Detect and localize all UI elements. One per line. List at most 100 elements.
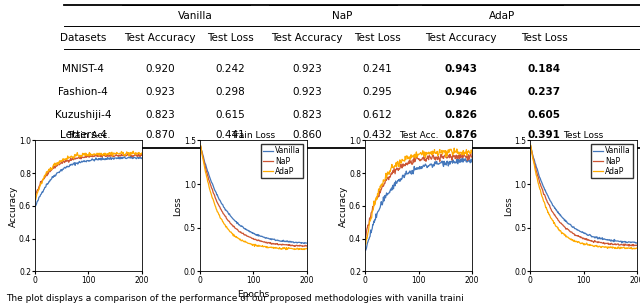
Vanilla xyxy=(527,145,534,148)
NaP xyxy=(547,206,554,210)
Text: 0.826: 0.826 xyxy=(444,110,477,120)
Vanilla xyxy=(201,162,209,165)
Text: 0.823: 0.823 xyxy=(292,110,322,120)
NaP xyxy=(556,219,563,223)
Y-axis label: Accuracy: Accuracy xyxy=(8,185,17,227)
NaP xyxy=(298,244,305,248)
Text: 0.441: 0.441 xyxy=(216,130,245,140)
Vanilla xyxy=(294,241,301,244)
Vanilla xyxy=(624,241,632,244)
Line: AdaP: AdaP xyxy=(201,146,307,250)
AdaP xyxy=(216,217,224,220)
NaP xyxy=(201,164,209,167)
Text: Test Accuracy: Test Accuracy xyxy=(271,33,343,43)
Text: 0.615: 0.615 xyxy=(216,110,245,120)
Text: Datasets: Datasets xyxy=(60,33,106,43)
AdaP xyxy=(298,247,305,251)
Vanilla xyxy=(298,242,305,245)
AdaP xyxy=(624,246,632,249)
Text: 0.605: 0.605 xyxy=(527,110,561,120)
Text: Test Loss: Test Loss xyxy=(207,33,254,43)
Vanilla xyxy=(628,240,636,244)
Vanilla xyxy=(632,241,639,245)
NaP xyxy=(628,244,636,248)
Text: AdaP: AdaP xyxy=(489,11,516,21)
Text: 0.860: 0.860 xyxy=(292,130,322,140)
Text: 0.876: 0.876 xyxy=(444,130,477,140)
Text: 0.184: 0.184 xyxy=(527,64,561,74)
Text: 0.923: 0.923 xyxy=(292,87,322,97)
Line: Vanilla: Vanilla xyxy=(531,146,637,243)
Vanilla xyxy=(204,168,211,171)
NaP xyxy=(527,146,534,149)
Text: 0.237: 0.237 xyxy=(527,87,561,97)
NaP xyxy=(303,244,310,248)
NaP xyxy=(294,244,301,248)
Text: 0.295: 0.295 xyxy=(363,87,392,97)
Title: Train Acc.: Train Acc. xyxy=(67,131,110,139)
Text: 0.870: 0.870 xyxy=(145,130,175,140)
Line: NaP: NaP xyxy=(531,148,637,246)
AdaP xyxy=(533,177,541,180)
AdaP xyxy=(531,168,539,171)
Text: 0.298: 0.298 xyxy=(216,87,245,97)
Text: 0.432: 0.432 xyxy=(363,130,392,140)
AdaP xyxy=(225,228,233,232)
Legend: Vanilla, NaP, AdaP: Vanilla, NaP, AdaP xyxy=(591,144,633,178)
Text: Test Loss: Test Loss xyxy=(354,33,401,43)
NaP xyxy=(533,172,541,176)
AdaP xyxy=(204,176,211,180)
Vanilla xyxy=(298,241,306,245)
Y-axis label: Loss: Loss xyxy=(504,196,513,216)
Text: Kuzushiji-4: Kuzushiji-4 xyxy=(55,110,111,120)
AdaP xyxy=(556,228,563,231)
Text: 0.823: 0.823 xyxy=(145,110,175,120)
Vanilla xyxy=(547,199,554,203)
AdaP xyxy=(197,144,205,148)
AdaP xyxy=(628,246,636,249)
NaP xyxy=(624,243,632,247)
Vanilla xyxy=(533,167,541,171)
AdaP xyxy=(628,247,636,251)
AdaP xyxy=(303,246,310,250)
NaP xyxy=(197,145,205,149)
Y-axis label: Loss: Loss xyxy=(173,196,182,216)
Text: Fashion-4: Fashion-4 xyxy=(58,87,108,97)
Title: Test Loss: Test Loss xyxy=(563,131,604,139)
Text: Test Loss: Test Loss xyxy=(520,33,568,43)
Vanilla xyxy=(225,213,233,216)
NaP xyxy=(204,171,211,175)
AdaP xyxy=(201,167,209,171)
AdaP xyxy=(300,248,308,252)
Vanilla xyxy=(633,241,640,245)
Text: 0.612: 0.612 xyxy=(363,110,392,120)
NaP xyxy=(633,243,640,247)
AdaP xyxy=(527,144,534,147)
NaP xyxy=(531,164,539,167)
Text: Vanilla: Vanilla xyxy=(178,11,212,21)
Text: MNIST-4: MNIST-4 xyxy=(62,64,104,74)
Title: Train Loss: Train Loss xyxy=(232,131,276,139)
Text: 0.923: 0.923 xyxy=(292,64,322,74)
X-axis label: Epochs: Epochs xyxy=(237,290,269,299)
Text: Test Accuracy: Test Accuracy xyxy=(425,33,497,43)
Vanilla xyxy=(216,199,224,203)
Line: Vanilla: Vanilla xyxy=(201,147,307,243)
Y-axis label: Accuracy: Accuracy xyxy=(339,185,348,227)
Vanilla xyxy=(303,241,310,245)
AdaP xyxy=(294,247,301,250)
Text: 0.946: 0.946 xyxy=(444,87,477,97)
AdaP xyxy=(633,246,640,250)
Title: Test Acc.: Test Acc. xyxy=(399,131,438,139)
NaP xyxy=(299,245,307,248)
Vanilla xyxy=(556,212,563,215)
AdaP xyxy=(547,216,554,219)
Text: Test Accuracy: Test Accuracy xyxy=(124,33,196,43)
Text: Letters-4: Letters-4 xyxy=(60,130,107,140)
Text: 0.920: 0.920 xyxy=(145,64,175,74)
Text: NaP: NaP xyxy=(332,11,353,21)
Text: 0.923: 0.923 xyxy=(145,87,175,97)
Vanilla xyxy=(197,145,205,149)
Text: 0.391: 0.391 xyxy=(527,130,561,140)
Text: 0.242: 0.242 xyxy=(216,64,245,74)
